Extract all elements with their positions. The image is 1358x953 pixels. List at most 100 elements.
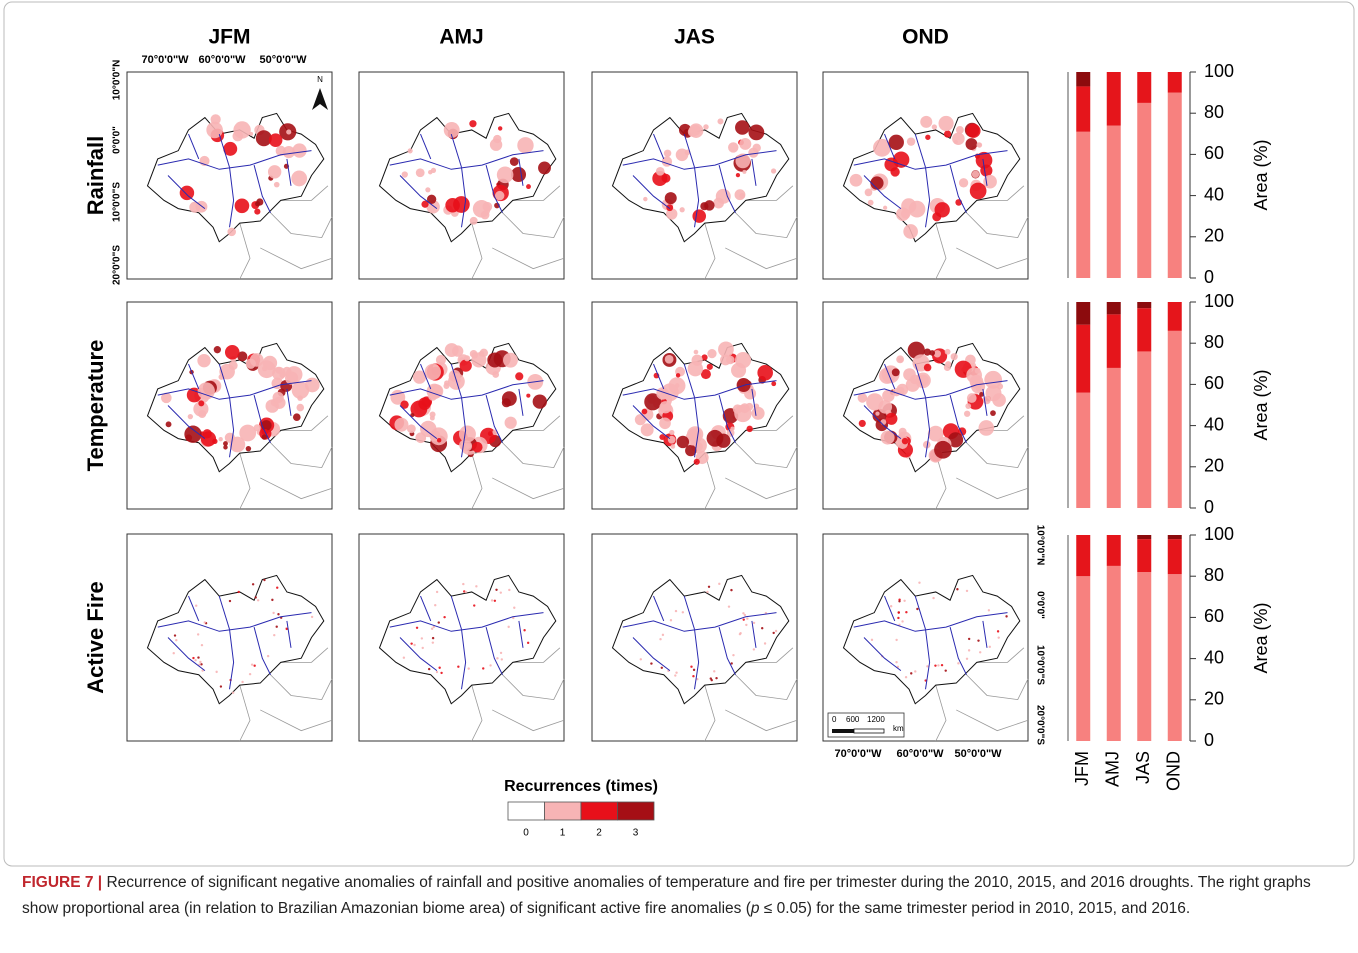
anomaly-patch (988, 645, 991, 649)
scale-label: 1200 (867, 715, 885, 724)
anomaly-patch (223, 445, 228, 450)
anomaly-patch (410, 400, 428, 418)
anomaly-patch (880, 430, 895, 445)
anomaly-patch (763, 642, 767, 645)
state-border (270, 212, 333, 239)
anomaly-patch (706, 363, 713, 370)
legend-swatch (544, 801, 582, 821)
y-tick-label: 20 (1204, 689, 1224, 709)
anomaly-patch (440, 671, 443, 675)
anomaly-patch (489, 664, 492, 667)
anomaly-patch (937, 664, 940, 667)
anomaly-patch (938, 115, 954, 132)
anomaly-patch (904, 676, 908, 679)
bar-segment (1137, 535, 1152, 540)
anomaly-patch (707, 348, 717, 359)
anomaly-patch (500, 658, 504, 661)
state-border (966, 212, 1029, 239)
river (982, 620, 988, 648)
anomaly-patch (165, 421, 172, 428)
anomaly-patch (495, 588, 498, 591)
bar-segment (1167, 330, 1182, 508)
anomaly-patch (424, 363, 441, 380)
bar-segment (1076, 392, 1091, 508)
anomaly-patch (670, 444, 676, 449)
anomaly-patch (504, 416, 517, 429)
y-tick-label: 100 (1204, 291, 1234, 311)
anomaly-patch (967, 649, 971, 652)
river (853, 150, 1008, 170)
anomaly-patch (273, 633, 276, 637)
anomaly-patch (430, 627, 434, 630)
bar-segment (1076, 131, 1091, 278)
river (653, 363, 665, 390)
river (751, 620, 757, 648)
y-axis-title: Area (%) (1251, 602, 1271, 673)
river (399, 637, 438, 672)
anomaly-patch (284, 371, 299, 385)
anomaly-patch (666, 204, 674, 212)
anomaly-patch (883, 205, 888, 210)
anomaly-patch (469, 120, 477, 128)
river (188, 595, 200, 622)
anomaly-patch (179, 185, 195, 201)
state-border (492, 477, 565, 500)
river (718, 395, 736, 443)
legend-label: 1 (560, 828, 566, 839)
river (218, 133, 230, 168)
anomaly-patch (523, 629, 526, 632)
anomaly-patch (472, 441, 483, 453)
anomaly-patch (980, 164, 993, 177)
state-border (239, 684, 251, 742)
anomaly-patch (193, 401, 209, 417)
y-axis-title: Area (%) (1251, 369, 1271, 440)
anomaly-patch (464, 355, 471, 362)
anomaly-patch (228, 599, 232, 603)
river (157, 612, 312, 632)
anomaly-patch (885, 412, 898, 425)
anomaly-patch (906, 137, 916, 146)
anomaly-patch (173, 634, 177, 637)
anomaly-patch (977, 639, 980, 642)
state-border (502, 674, 565, 701)
anomaly-patch (771, 381, 777, 387)
latitude-label: 10°0'0"N (1034, 525, 1045, 566)
anomaly-patch (402, 656, 406, 659)
anomaly-patch (676, 435, 690, 449)
y-tick-label: 60 (1204, 606, 1224, 626)
river (683, 363, 695, 398)
river (420, 363, 432, 390)
y-axis-title: Area (%) (1251, 139, 1271, 210)
anomaly-patch (674, 609, 678, 613)
row-label: Rainfall (83, 136, 108, 215)
anomaly-patch (480, 210, 490, 220)
biome-outline (611, 574, 790, 705)
anomaly-patch (475, 585, 478, 588)
anomaly-patch (718, 582, 721, 586)
river (461, 629, 467, 690)
state-border (745, 185, 794, 201)
anomaly-patch (640, 423, 654, 437)
column-header: AMJ (439, 26, 483, 49)
river (751, 158, 757, 186)
river (632, 405, 671, 440)
anomaly-patch (667, 435, 676, 444)
anomaly-patch (743, 613, 747, 617)
anomaly-patch (203, 621, 206, 624)
anomaly-patch (965, 138, 978, 150)
state-border (502, 442, 565, 469)
state-border (735, 212, 798, 239)
bar-segment (1076, 576, 1091, 741)
anomaly-patch (730, 588, 733, 592)
anomaly-patch (261, 434, 268, 440)
anomaly-patch (757, 365, 773, 381)
river (518, 158, 524, 186)
legend-swatch (507, 801, 545, 821)
caption: FIGURE 7 | Recurrence of significant neg… (22, 870, 1340, 922)
y-tick-label: 100 (1204, 61, 1234, 81)
anomaly-patch (687, 361, 703, 377)
river (253, 395, 271, 443)
state-border (704, 222, 716, 280)
river (157, 150, 312, 170)
anomaly-patch (415, 626, 419, 629)
